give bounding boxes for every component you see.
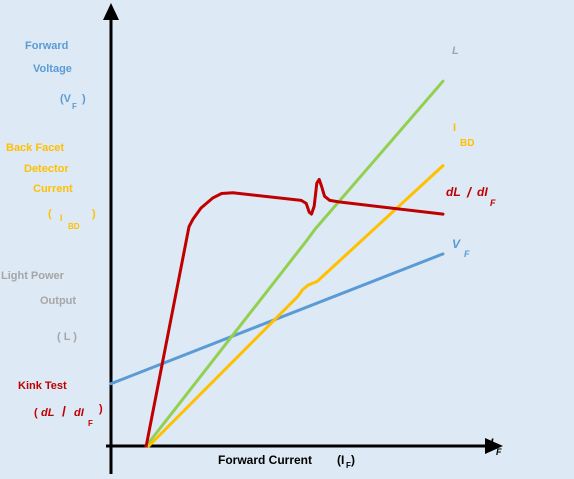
series-line-kink [144, 177, 445, 448]
y-axis-arrow [103, 3, 119, 20]
curve-label-kink: dL / dI F [446, 184, 496, 208]
left-label-ibd-symbol: I [60, 213, 63, 223]
left-label-vf-sub: F [72, 102, 77, 111]
series-line-light [144, 79, 445, 448]
left-label-vf: Forward Voltage (V F ) [25, 40, 86, 111]
curve-label-ibd-sub: BD [460, 138, 474, 149]
left-label-kink-sub: F [88, 419, 93, 428]
left-label-vf-line2: Voltage [33, 63, 72, 75]
curve-label-vf-symbol: V [452, 237, 461, 251]
left-label-vf-line1: Forward [25, 40, 68, 52]
curve-label-light: L [452, 45, 459, 57]
x-axis-title-sub: F [346, 461, 351, 470]
curve-label-vf-sub: F [464, 249, 470, 259]
left-label-kink-slash: / [62, 403, 66, 419]
left-label-ibd-line2: Detector [24, 163, 69, 175]
curve-label-kink-slash: / [466, 184, 473, 200]
curve-label-ibd-symbol: I [453, 122, 456, 134]
x-axis-title-close: ) [351, 453, 355, 467]
x-axis-end-sub: F [496, 447, 502, 457]
left-label-ibd-sub: BD [68, 222, 80, 231]
series-line-ibd [147, 164, 445, 448]
left-label-kink: Kink Test ( dL / dI F ) [18, 380, 103, 428]
left-label-kink-open: ( [34, 407, 38, 419]
left-label-light-line1: Light Power [1, 270, 65, 282]
curve-label-ibd: I BD [453, 122, 474, 149]
x-axis-title-text: Forward Current [218, 453, 312, 467]
x-axis-title: Forward Current (I F ) [218, 453, 355, 470]
left-label-light: Light Power Output ( L ) [1, 270, 77, 343]
left-label-ibd-line1: Back Facet [6, 142, 64, 154]
curve-label-kink-sub: F [490, 198, 496, 208]
x-axis-title-sym: (I [337, 453, 344, 467]
left-label-ibd-close: ) [92, 208, 96, 220]
x-axis-end-symbol: I [490, 436, 494, 450]
left-label-ibd: Back Facet Detector Current ( I BD ) [6, 142, 96, 231]
curve-label-vf: V F [452, 237, 470, 259]
x-axis-end-label: I F [490, 436, 502, 457]
left-label-ibd-open: ( [48, 208, 52, 220]
curve-label-kink-den: dI [477, 185, 488, 199]
curve-label-kink-num: dL [446, 185, 461, 199]
left-label-vf-symbol: (V [60, 93, 72, 105]
left-label-vf-close: ) [82, 93, 86, 105]
left-label-kink-close: ) [99, 403, 103, 415]
axes [103, 3, 503, 474]
left-label-kink-line1: Kink Test [18, 380, 67, 392]
left-label-kink-num: dL [41, 407, 55, 419]
left-label-light-line2: Output [40, 295, 76, 307]
left-label-light-text: ( L ) [57, 331, 77, 343]
left-label-kink-den: dI [74, 407, 85, 419]
left-label-ibd-line3: Current [33, 183, 73, 195]
curves [109, 79, 445, 448]
x-axis-arrow [485, 438, 503, 454]
